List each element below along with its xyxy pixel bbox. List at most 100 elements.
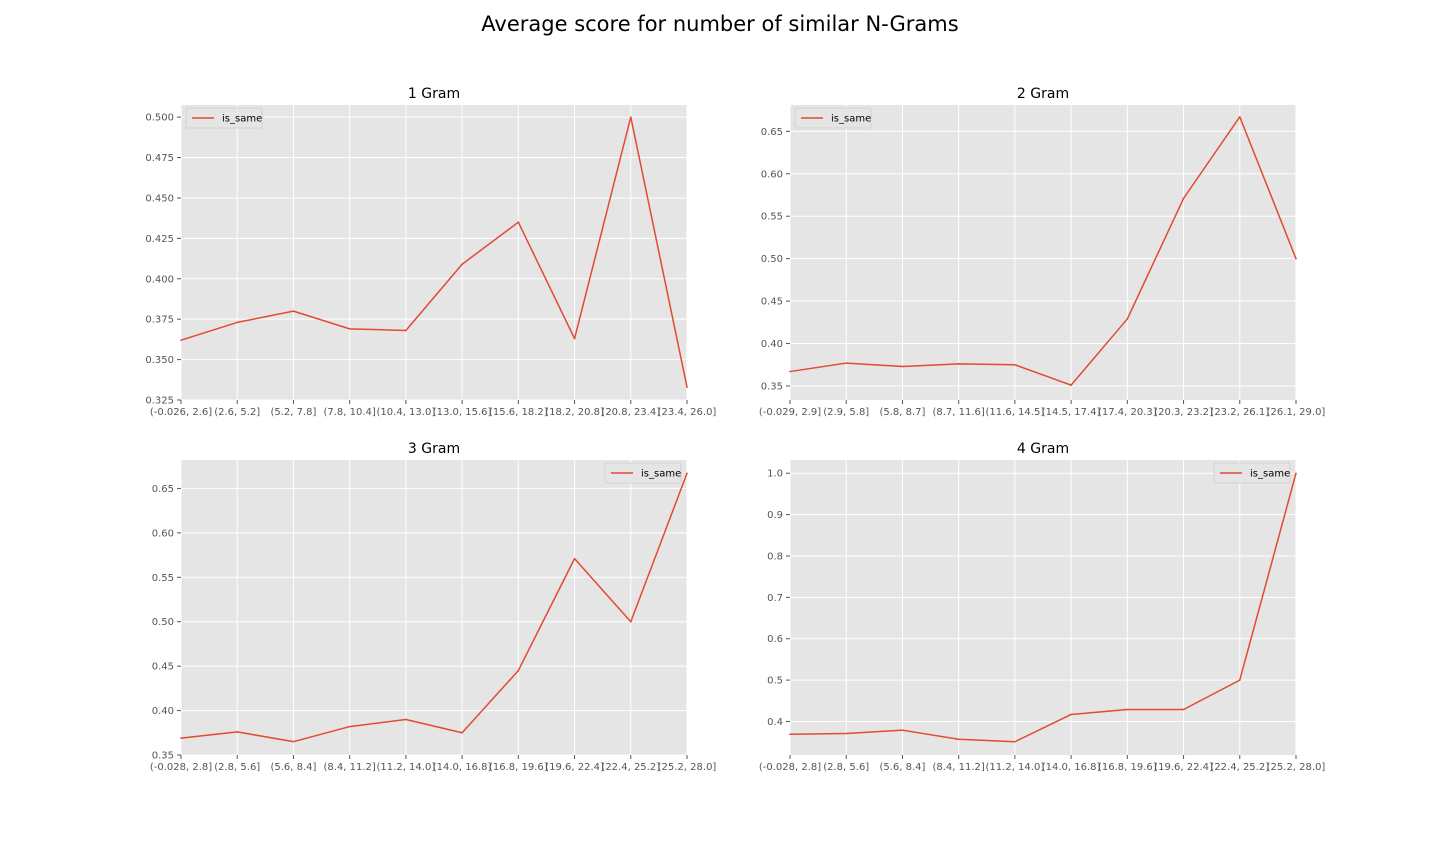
- plot-background: [790, 105, 1296, 400]
- y-tick-label: 0.375: [145, 315, 174, 326]
- y-tick-label: 0.45: [761, 297, 783, 308]
- data-point: [348, 328, 351, 330]
- legend-label: is_same: [641, 469, 681, 480]
- x-tick-label: (22.4, 25.2]: [601, 762, 660, 773]
- x-tick-label: (8.4, 11.2]: [932, 762, 984, 773]
- data-point: [573, 557, 576, 560]
- legend: is_same: [185, 107, 263, 129]
- x-tick-label: (2.8, 5.6]: [823, 762, 869, 773]
- y-tick-label: 0.4: [767, 717, 783, 728]
- y-tick-label: 0.7: [767, 593, 783, 604]
- data-point: [517, 221, 520, 223]
- x-tick-label: (14.0, 16.8]: [1042, 762, 1101, 773]
- data-point: [461, 731, 463, 734]
- data-point: [1182, 708, 1185, 711]
- data-point: [461, 263, 463, 266]
- data-point: [573, 337, 576, 340]
- legend: is_same: [604, 462, 682, 484]
- legend-box: [185, 107, 263, 129]
- x-tick-label: (25.2, 28.0]: [1267, 762, 1326, 773]
- x-tick-label: (5.2, 7.8]: [270, 407, 316, 418]
- plot-background: [181, 105, 687, 400]
- y-tick-label: 0.45: [152, 662, 174, 673]
- x-tick-label: (11.2, 14.0]: [377, 762, 436, 773]
- data-point: [292, 740, 295, 743]
- legend-label: is_same: [831, 114, 871, 125]
- y-tick-label: 0.50: [761, 254, 783, 265]
- x-tick-label: (10.4, 13.0]: [377, 407, 436, 418]
- y-tick-label: 0.60: [761, 169, 783, 180]
- x-tick-label: (8.4, 11.2]: [323, 762, 375, 773]
- x-tick-label: (23.2, 26.1]: [1210, 407, 1269, 418]
- x-tick-label: (8.7, 11.6]: [932, 407, 984, 418]
- subplot-title: 4 Gram: [1017, 441, 1069, 457]
- subplot-title: 3 Gram: [408, 441, 460, 457]
- data-point: [236, 731, 239, 733]
- y-tick-label: 0.475: [145, 153, 174, 164]
- x-tick-label: (-0.026, 2.6]: [150, 407, 212, 418]
- y-tick-label: 0.350: [145, 355, 174, 366]
- x-tick-label: (19.6, 22.4]: [545, 762, 604, 773]
- x-tick-label: (14.5, 17.4]: [1042, 407, 1101, 418]
- y-tick-label: 0.8: [767, 551, 783, 562]
- subplot-title: 2 Gram: [1017, 86, 1069, 102]
- x-tick-label: (14.0, 16.8]: [433, 762, 492, 773]
- y-tick-label: 0.65: [761, 127, 783, 138]
- x-tick-label: (23.4, 26.0]: [658, 407, 717, 418]
- subplot-3: 0.35 0.40 0.45 0.50 0.55 0.60 0.65 (-0.028, 2.8…: [150, 441, 717, 773]
- figure-title: Average score for number of similar N-Gr…: [481, 12, 959, 36]
- x-tick-label: (-0.029, 2.9]: [759, 407, 821, 418]
- x-tick-label: (20.8, 23.4]: [601, 407, 660, 418]
- x-tick-label: (16.8, 19.6]: [489, 762, 548, 773]
- data-point: [1126, 318, 1129, 320]
- x-tick-label: (-0.028, 2.8]: [150, 762, 212, 773]
- y-tick-label: 0.60: [152, 528, 174, 539]
- data-point: [348, 725, 351, 728]
- x-tick-label: (2.9, 5.8]: [823, 407, 869, 418]
- y-tick-label: 0.6: [767, 634, 783, 645]
- y-tick-label: 0.500: [145, 113, 174, 124]
- x-tick-label: (18.2, 20.8]: [545, 407, 604, 418]
- data-point: [1070, 713, 1072, 716]
- y-tick-label: 0.40: [761, 339, 783, 350]
- data-point: [845, 362, 848, 364]
- legend-box: [1213, 462, 1291, 484]
- y-tick-label: 0.9: [767, 510, 783, 521]
- plot-background: [790, 460, 1296, 755]
- data-point: [901, 729, 904, 731]
- x-tick-label: (2.8, 5.6]: [214, 762, 260, 773]
- data-point: [1014, 363, 1016, 366]
- data-point: [629, 116, 632, 118]
- data-point: [292, 310, 295, 312]
- y-tick-label: 1.0: [767, 469, 783, 480]
- y-tick-label: 0.325: [145, 396, 174, 407]
- y-tick-label: 0.55: [761, 212, 783, 223]
- x-tick-label: (13.0, 15.6]: [433, 407, 492, 418]
- x-tick-label: (22.4, 25.2]: [1210, 762, 1269, 773]
- data-point: [1126, 708, 1129, 711]
- data-point: [1070, 384, 1072, 386]
- y-tick-label: 0.425: [145, 234, 174, 245]
- data-point: [686, 386, 688, 388]
- plot-background: [181, 460, 687, 755]
- subplot-title: 1 Gram: [408, 86, 460, 102]
- x-tick-label: (5.8, 8.7]: [879, 407, 925, 418]
- x-tick-label: (7.8, 10.4]: [323, 407, 375, 418]
- data-point: [236, 321, 239, 324]
- subplot-2: 0.35 0.40 0.45 0.50 0.55 0.60 0.65 (-0.029, 2.9…: [759, 86, 1326, 418]
- y-tick-label: 0.50: [152, 617, 174, 628]
- x-tick-label: (15.6, 18.2]: [489, 407, 548, 418]
- data-point: [405, 718, 407, 721]
- x-tick-label: (11.6, 14.5]: [986, 407, 1045, 418]
- y-tick-label: 0.400: [145, 274, 174, 285]
- y-tick-label: 0.5: [767, 676, 783, 687]
- x-tick-label: (25.2, 28.0]: [658, 762, 717, 773]
- data-point: [957, 363, 960, 365]
- x-tick-label: (16.8, 19.6]: [1098, 762, 1157, 773]
- y-tick-label: 0.55: [152, 573, 174, 584]
- data-point: [1014, 740, 1016, 743]
- y-tick-label: 0.450: [145, 193, 174, 204]
- data-point: [1182, 197, 1185, 200]
- y-tick-label: 0.65: [152, 484, 174, 495]
